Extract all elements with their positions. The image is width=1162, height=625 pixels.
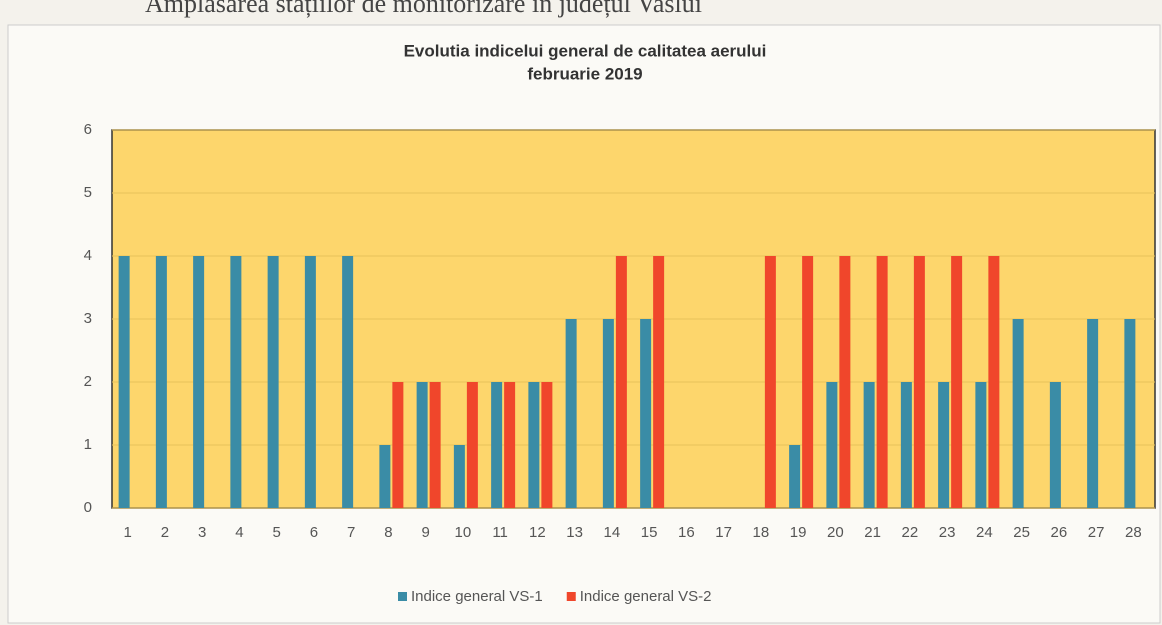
y-tick-label: 2 bbox=[84, 373, 92, 390]
x-tick-label: 13 bbox=[566, 524, 583, 541]
bar bbox=[429, 382, 441, 508]
bar bbox=[416, 382, 428, 508]
x-tick-label: 26 bbox=[1051, 524, 1068, 541]
x-tick-label: 25 bbox=[1013, 524, 1030, 541]
bar bbox=[988, 256, 1000, 508]
bar bbox=[1087, 319, 1099, 508]
chart-title: Evolutia indicelui general de calitatea … bbox=[404, 41, 767, 60]
x-tick-label: 19 bbox=[790, 524, 807, 541]
y-tick-label: 3 bbox=[84, 310, 92, 327]
bar bbox=[653, 256, 665, 508]
x-tick-label: 18 bbox=[753, 524, 770, 541]
bar bbox=[789, 445, 801, 508]
y-tick-label: 6 bbox=[84, 121, 92, 138]
x-tick-label: 20 bbox=[827, 524, 844, 541]
bar bbox=[826, 382, 838, 508]
x-tick-label: 17 bbox=[715, 524, 732, 541]
bar bbox=[342, 256, 354, 508]
bar bbox=[602, 319, 614, 508]
bar bbox=[764, 256, 776, 508]
legend-label: Indice general VS-1 bbox=[411, 588, 543, 605]
x-tick-label: 12 bbox=[529, 524, 546, 541]
x-tick-label: 4 bbox=[235, 524, 243, 541]
x-tick-label: 15 bbox=[641, 524, 658, 541]
x-tick-label: 8 bbox=[384, 524, 392, 541]
y-tick-label: 5 bbox=[84, 184, 92, 201]
x-tick-label: 10 bbox=[455, 524, 472, 541]
bar bbox=[304, 256, 316, 508]
chart-subtitle: februarie 2019 bbox=[527, 64, 642, 83]
bar bbox=[267, 256, 279, 508]
bar bbox=[1012, 319, 1024, 508]
x-tick-label: 22 bbox=[902, 524, 919, 541]
legend-label: Indice general VS-2 bbox=[580, 588, 712, 605]
x-tick-label: 11 bbox=[492, 524, 508, 541]
legend-swatch bbox=[398, 592, 407, 601]
x-tick-label: 21 bbox=[864, 524, 881, 541]
bar bbox=[118, 256, 130, 508]
bar bbox=[640, 319, 652, 508]
bar bbox=[975, 382, 987, 508]
x-tick-label: 6 bbox=[310, 524, 318, 541]
x-tick-label: 24 bbox=[976, 524, 993, 541]
x-tick-label: 5 bbox=[272, 524, 280, 541]
bar bbox=[453, 445, 465, 508]
bar bbox=[951, 256, 963, 508]
x-tick-label: 23 bbox=[939, 524, 956, 541]
bar bbox=[193, 256, 205, 508]
bar bbox=[839, 256, 851, 508]
y-tick-label: 1 bbox=[84, 436, 92, 453]
x-tick-label: 9 bbox=[421, 524, 429, 541]
bar bbox=[491, 382, 503, 508]
bar bbox=[392, 382, 404, 508]
bar bbox=[1049, 382, 1061, 508]
bar bbox=[230, 256, 242, 508]
bar bbox=[528, 382, 540, 508]
bar bbox=[802, 256, 814, 508]
x-tick-label: 7 bbox=[347, 524, 355, 541]
x-tick-label: 28 bbox=[1125, 524, 1142, 541]
bar bbox=[913, 256, 925, 508]
bar bbox=[938, 382, 950, 508]
x-tick-label: 2 bbox=[161, 524, 169, 541]
bar bbox=[379, 445, 391, 508]
bar bbox=[565, 319, 577, 508]
legend-swatch bbox=[566, 592, 576, 601]
y-tick-label: 0 bbox=[84, 499, 92, 516]
x-tick-label: 27 bbox=[1088, 524, 1105, 541]
x-tick-label: 3 bbox=[198, 524, 206, 541]
x-tick-label: 14 bbox=[604, 524, 621, 541]
bar bbox=[541, 382, 553, 508]
page-heading: Amplasarea stațiilor de monitorizare în … bbox=[145, 0, 702, 18]
bar bbox=[863, 382, 875, 508]
bar bbox=[504, 382, 516, 508]
bar bbox=[1124, 319, 1136, 508]
y-tick-label: 4 bbox=[84, 247, 92, 264]
bar bbox=[876, 256, 888, 508]
bar bbox=[466, 382, 478, 508]
x-tick-label: 1 bbox=[123, 524, 131, 541]
bar bbox=[155, 256, 167, 508]
x-tick-label: 16 bbox=[678, 524, 695, 541]
bar bbox=[900, 382, 912, 508]
bar bbox=[615, 256, 627, 508]
